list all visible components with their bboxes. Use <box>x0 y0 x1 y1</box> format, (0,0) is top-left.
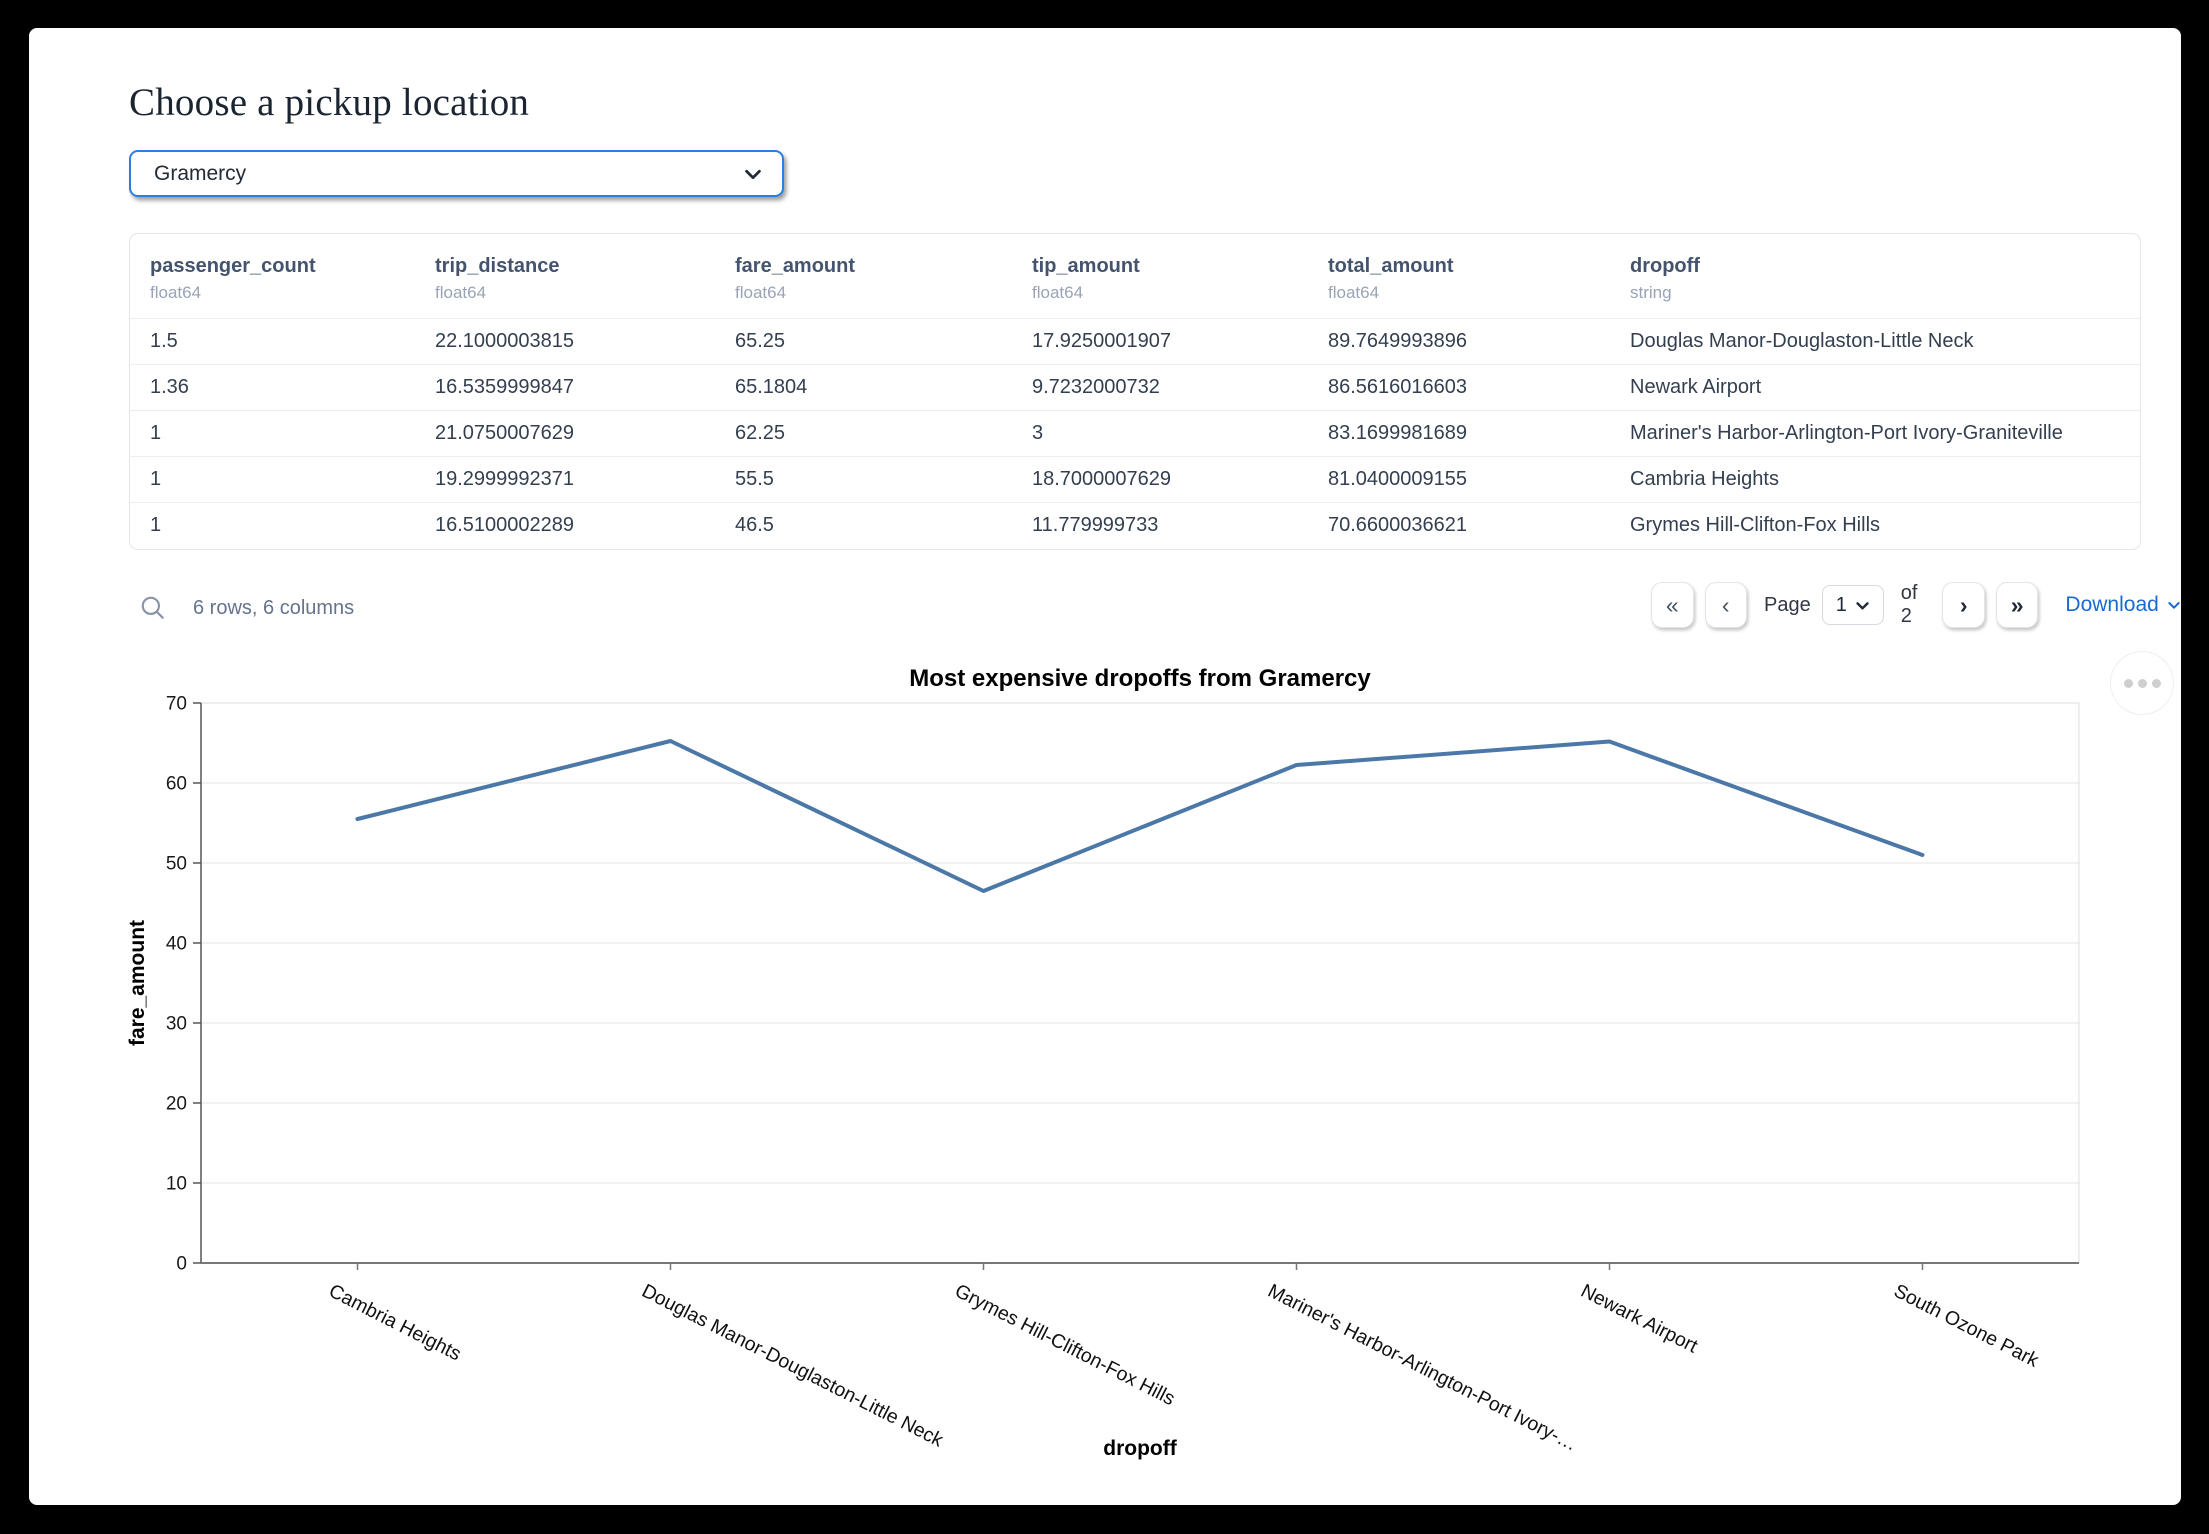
cell: 1 <box>150 468 162 490</box>
cell: 65.25 <box>735 330 786 352</box>
previous-page-button[interactable]: ‹ <box>1704 582 1747 628</box>
ellipsis-icon <box>2123 678 2133 688</box>
page-number-select[interactable]: 1 <box>1821 585 1884 625</box>
data-table: passenger_count float64 trip_distance fl… <box>129 233 2141 550</box>
chart-title: Most expensive dropoffs from Gramercy <box>909 665 1371 692</box>
cell: 83.1699981689 <box>1328 422 1468 444</box>
table-row[interactable]: 1 16.5100002289 46.5 11.779999733 70.660… <box>130 502 2140 549</box>
cell: Newark Airport <box>1630 376 1762 398</box>
chart-options-menu-button[interactable] <box>2110 651 2174 715</box>
column-header-passenger-count[interactable]: passenger_count float64 <box>150 255 316 302</box>
svg-text:20: 20 <box>166 1094 187 1115</box>
cell: 55.5 <box>735 468 774 490</box>
cell: 86.5616016603 <box>1328 376 1468 398</box>
page-title: Choose a pickup location <box>129 81 530 124</box>
svg-text:South Ozone Park: South Ozone Park <box>1890 1280 2042 1372</box>
cell: 1.5 <box>150 330 178 352</box>
chevron-down-icon <box>2166 597 2182 613</box>
svg-text:60: 60 <box>166 774 187 795</box>
cell: 16.5100002289 <box>435 514 575 537</box>
cell: 1.36 <box>150 376 189 398</box>
column-header-dropoff[interactable]: dropoff string <box>1630 255 1700 302</box>
cell: Cambria Heights <box>1630 468 1779 490</box>
cell: 70.6600036621 <box>1328 514 1468 537</box>
svg-text:fare_amount: fare_amount <box>126 920 149 1046</box>
cell: 1 <box>150 514 162 537</box>
cell: 11.779999733 <box>1032 514 1159 537</box>
chevron-down-icon <box>742 163 764 185</box>
pickup-location-value: Gramercy <box>154 161 247 185</box>
svg-text:Mariner's Harbor-Arlington-Por: Mariner's Harbor-Arlington-Port Ivory-… <box>1264 1280 1580 1456</box>
pickup-location-select[interactable]: Gramercy <box>129 150 784 197</box>
column-header-total-amount[interactable]: total_amount float64 <box>1328 255 1454 302</box>
svg-text:30: 30 <box>166 1014 187 1035</box>
row-column-summary: 6 rows, 6 columns <box>193 596 355 619</box>
svg-text:Newark Airport: Newark Airport <box>1577 1280 1701 1358</box>
table-row[interactable]: 1 21.0750007629 62.25 3 83.1699981689 Ma… <box>130 410 2140 457</box>
cell: 21.0750007629 <box>435 422 575 444</box>
cell: Mariner's Harbor-Arlington-Port Ivory-Gr… <box>1630 422 2063 444</box>
cell: 9.7232000732 <box>1032 376 1160 398</box>
cell: 46.5 <box>735 514 774 537</box>
cell: 17.9250001907 <box>1032 330 1172 352</box>
page-count-label: of 2 <box>1900 582 1918 627</box>
table-row[interactable]: 1.5 22.1000003815 65.25 17.9250001907 89… <box>130 318 2140 365</box>
svg-text:dropoff: dropoff <box>1103 1437 1177 1460</box>
svg-text:Grymes Hill-Clifton-Fox Hills: Grymes Hill-Clifton-Fox Hills <box>951 1280 1178 1410</box>
cell: 1 <box>150 422 162 444</box>
next-page-button[interactable]: › <box>1942 582 1985 628</box>
cell: 22.1000003815 <box>435 330 575 352</box>
page-label: Page <box>1764 593 1811 616</box>
cell: 3 <box>1032 422 1044 444</box>
table-row[interactable]: 1 19.2999992371 55.5 18.7000007629 81.04… <box>130 456 2140 503</box>
table-row[interactable]: 1.36 16.5359999847 65.1804 9.7232000732 … <box>130 364 2140 411</box>
fare-amount-line-chart: 0 10 20 30 40 50 60 70 Cambria Heights Douglas Ma… <box>126 694 2080 1460</box>
svg-text:40: 40 <box>166 934 187 955</box>
app-canvas: Choose a pickup location Gramercy passen… <box>29 28 2181 1505</box>
cell: 62.25 <box>735 422 786 444</box>
svg-text:Douglas Manor-Douglaston-Littl: Douglas Manor-Douglaston-Little Neck <box>638 1280 947 1452</box>
cell: 16.5359999847 <box>435 376 575 398</box>
cell: 81.0400009155 <box>1328 468 1468 490</box>
pagination-controls: « ‹ Page 1 of 2 › » Download <box>1651 580 2182 630</box>
cell: 89.7649993896 <box>1328 330 1468 352</box>
chevron-down-icon <box>1854 597 1871 614</box>
search-icon[interactable] <box>139 594 167 622</box>
svg-text:70: 70 <box>166 694 187 715</box>
svg-text:10: 10 <box>166 1174 187 1195</box>
cell: 65.1804 <box>735 376 808 398</box>
download-button[interactable]: Download <box>2065 593 2181 617</box>
last-page-button[interactable]: » <box>1995 582 2039 628</box>
column-header-tip-amount[interactable]: tip_amount float64 <box>1032 255 1140 302</box>
cell: Douglas Manor-Douglaston-Little Neck <box>1630 330 1974 352</box>
cell: 18.7000007629 <box>1032 468 1172 490</box>
svg-text:0: 0 <box>176 1254 187 1275</box>
column-header-fare-amount[interactable]: fare_amount float64 <box>735 255 856 302</box>
column-header-trip-distance[interactable]: trip_distance float64 <box>435 255 560 302</box>
cell: 19.2999992371 <box>435 468 575 490</box>
svg-text:Cambria Heights: Cambria Heights <box>325 1280 465 1366</box>
svg-text:50: 50 <box>166 854 187 875</box>
cell: Grymes Hill-Clifton-Fox Hills <box>1630 514 1881 537</box>
table-header-row: passenger_count float64 trip_distance fl… <box>130 234 2140 319</box>
first-page-button[interactable]: « <box>1651 582 1694 628</box>
